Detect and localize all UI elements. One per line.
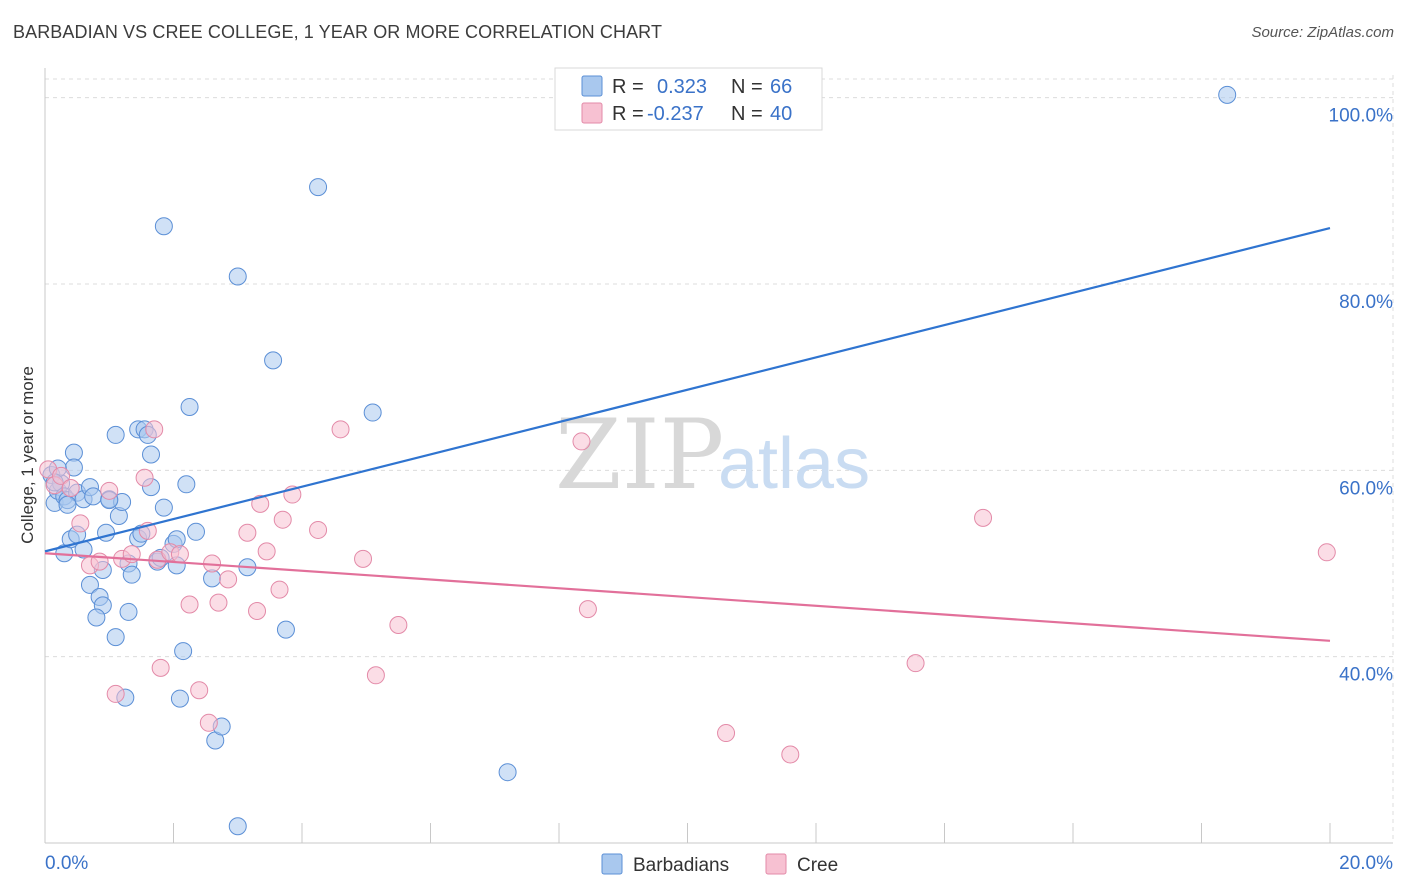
barbadians-point-54 [264, 351, 283, 370]
barbadians-point-11 [84, 487, 103, 506]
barbadians-point-22 [106, 425, 125, 444]
barbadians-point-52 [228, 817, 247, 836]
cree-point-34 [366, 666, 385, 685]
bottom-legend-swatch-cree [765, 853, 787, 875]
cree-point-25 [248, 602, 267, 621]
chart-source: Source: ZipAtlas.com [1251, 24, 1394, 41]
watermark-atlas: atlas [718, 424, 870, 504]
barbadians-point-15 [80, 575, 99, 594]
cree-point-39 [781, 745, 800, 764]
cree-point-26 [251, 494, 270, 513]
cree-point-7 [100, 481, 119, 500]
cree-point-29 [273, 510, 292, 529]
series-legend: Barbadians Cree [601, 853, 838, 876]
bottom-legend-cree: Cree [797, 855, 838, 876]
cree-point-42 [1317, 543, 1336, 562]
axes [44, 68, 1393, 844]
barbadians-point-19 [87, 608, 106, 627]
legend-n-value-cree: 40 [770, 103, 792, 125]
legend-r-value-cree: -0.237 [647, 103, 704, 125]
legend-n-label-cree: N = [731, 103, 763, 125]
barbadians-point-55 [276, 620, 295, 639]
gridlines [45, 75, 1394, 843]
x-tick-label-min: 0.0% [45, 853, 88, 874]
cree-point-32 [331, 420, 350, 439]
barbadians-point-57 [363, 403, 382, 422]
y-tick-label-60: 60.0% [1339, 478, 1393, 499]
legend-r-label-cree: R = [612, 103, 644, 125]
x-tick-labels: 0.0% 20.0% [45, 853, 1393, 874]
bottom-legend-swatch-barbadians [601, 853, 623, 875]
barbadians-point-29 [122, 565, 141, 584]
cree-point-17 [170, 545, 189, 564]
y-tick-label-40: 40.0% [1339, 665, 1393, 686]
trend-line-barbadians [44, 227, 1331, 553]
stats-legend: R = 0.323 N = 66 R = -0.237 N = 40 [554, 67, 823, 131]
cree-point-41 [974, 508, 993, 527]
cree-point-15 [151, 658, 170, 677]
x-tick-label-max: 20.0% [1339, 853, 1393, 874]
cree-point-11 [135, 468, 154, 487]
chart-title: BARBADIAN VS CREE COLLEGE, 1 YEAR OR MOR… [13, 22, 663, 42]
legend-n-label-barbadians: N = [731, 76, 763, 98]
y-tick-label-80: 80.0% [1339, 292, 1393, 313]
bottom-legend-barbadians: Barbadians [633, 855, 729, 876]
cree-point-20 [199, 713, 218, 732]
cree-point-23 [219, 570, 238, 589]
cree-point-22 [209, 593, 228, 612]
barbadians-point-46 [180, 397, 199, 416]
cree-point-36 [572, 432, 591, 451]
barbadians-point-28 [119, 602, 138, 621]
barbadians-point-36 [142, 445, 161, 464]
legend-r-label-barbadians: R = [612, 76, 644, 98]
trend-line-cree [44, 552, 1331, 642]
cree-point-24 [238, 523, 257, 542]
barbadians-point-45 [177, 475, 196, 494]
y-tick-label-100: 100.0% [1329, 106, 1394, 127]
cree-point-13 [145, 420, 164, 439]
barbadians-point-58 [498, 763, 517, 782]
legend-swatch-cree [581, 102, 603, 124]
barbadians-point-44 [174, 642, 193, 661]
cree-point-38 [717, 724, 736, 743]
trend-lines [44, 227, 1331, 642]
watermark: ZIP atlas [555, 399, 870, 511]
barbadians-point-63 [58, 495, 77, 514]
barbadians-point-47 [186, 522, 205, 541]
legend-n-value-barbadians: 66 [770, 76, 792, 98]
cree-point-40 [906, 654, 925, 673]
series-cree [39, 420, 1336, 764]
barbadians-point-43 [170, 689, 189, 708]
cree-point-28 [270, 580, 289, 599]
cree-point-35 [389, 615, 408, 634]
barbadians-point-39 [154, 498, 173, 517]
barbadians-point-56 [309, 178, 328, 197]
cree-point-18 [180, 595, 199, 614]
legend-r-value-barbadians: 0.323 [657, 76, 707, 98]
cree-point-4 [71, 514, 90, 533]
cree-point-19 [190, 681, 209, 700]
barbadians-point-20 [97, 523, 116, 542]
legend-swatch-barbadians [581, 75, 603, 97]
cree-point-2 [52, 466, 71, 485]
y-axis-label: College, 1 year or more [18, 366, 37, 544]
barbadians-point-59 [1218, 85, 1237, 104]
cree-point-3 [61, 479, 80, 498]
watermark-zip: ZIP [555, 399, 724, 511]
cree-point-33 [354, 549, 373, 568]
barbadians-point-23 [106, 628, 125, 647]
y-tick-labels: 40.0% 60.0% 80.0% 100.0% [1329, 106, 1394, 686]
cree-point-27 [257, 542, 276, 561]
cree-point-31 [309, 520, 328, 539]
cree-point-8 [106, 684, 125, 703]
barbadians-point-51 [228, 267, 247, 286]
cree-point-37 [578, 600, 597, 619]
barbadians-point-40 [154, 217, 173, 236]
